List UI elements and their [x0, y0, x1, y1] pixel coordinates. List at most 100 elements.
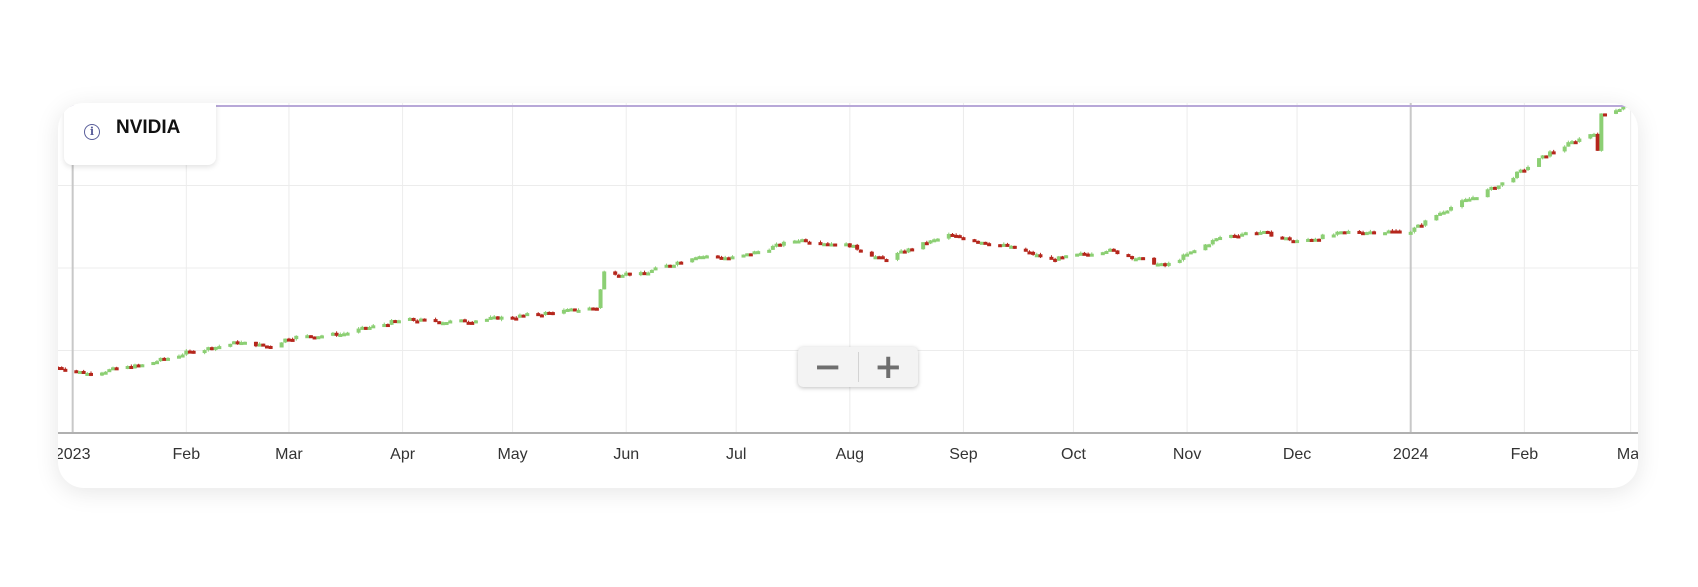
candle-body [741, 254, 746, 258]
candle-body [473, 320, 478, 324]
candle-body [825, 243, 830, 247]
candle-body [514, 317, 519, 321]
candle-body [1592, 133, 1597, 137]
candle-body [642, 272, 647, 276]
candle-body [979, 241, 984, 245]
x-tick-label: Jun [613, 446, 639, 463]
candle-body [59, 367, 64, 371]
candle-body [459, 319, 464, 323]
candle-body [521, 314, 526, 318]
candle-body [114, 367, 119, 371]
candle-body [1570, 141, 1575, 145]
candle-body [1203, 244, 1208, 251]
candle-body [1207, 244, 1212, 248]
candle-body [125, 366, 130, 370]
candle-body [330, 332, 335, 336]
candle-body [1537, 158, 1542, 167]
candle-body [1137, 257, 1142, 261]
candle-body [213, 346, 218, 350]
candle-body [550, 312, 555, 316]
candle-body [1562, 146, 1567, 152]
candle-body [261, 343, 266, 347]
legend-box[interactable]: i NVIDIA [64, 103, 216, 165]
candle-body [1313, 238, 1318, 242]
candle-body [1474, 197, 1479, 201]
candle-body [895, 252, 900, 260]
candle-body [1163, 263, 1168, 267]
upper-limit-line [58, 105, 1638, 107]
candle-body [690, 258, 695, 263]
candle-body [1005, 243, 1010, 247]
candle-body [910, 248, 915, 252]
candle-body [543, 311, 548, 315]
candle-body [1229, 234, 1234, 238]
candle-body [598, 289, 603, 308]
candle-body [1463, 199, 1468, 203]
candle-body [363, 326, 368, 330]
candle-body [594, 307, 599, 311]
candle-body [1573, 141, 1578, 145]
candle-body [286, 338, 291, 342]
candle-body [884, 259, 889, 263]
candle-body [1038, 254, 1043, 258]
info-icon[interactable]: i [84, 124, 100, 140]
candle-body [1496, 185, 1501, 189]
candle-body [1243, 232, 1248, 236]
candle-body [1265, 230, 1270, 234]
candle-body [382, 324, 387, 328]
candle-body [1185, 253, 1190, 257]
zoom-out-button[interactable]: − [813, 347, 843, 387]
candle-body [1335, 231, 1340, 235]
candle-body [312, 336, 317, 340]
candle-body [1177, 259, 1182, 263]
candle-body [305, 335, 310, 339]
candle-body [719, 256, 724, 260]
candle-body [873, 256, 878, 260]
candle-body [360, 326, 365, 330]
candle-body [268, 345, 273, 349]
x-tick-label: 2024 [1393, 446, 1429, 463]
candle-body [1397, 230, 1402, 234]
candle-body [470, 321, 475, 325]
candle-body [1115, 250, 1120, 255]
x-tick-label: Aug [836, 446, 864, 463]
zoom-in-button[interactable]: + [873, 347, 903, 387]
candle-body [1218, 237, 1223, 241]
candle-body [444, 322, 449, 326]
candle-body [1082, 252, 1087, 256]
candle-body [745, 253, 750, 257]
x-tick-label: Mar [275, 446, 303, 463]
candle-body [422, 318, 427, 322]
candle-body [525, 313, 530, 317]
candle-body [701, 256, 706, 260]
candle-body [627, 272, 632, 276]
candle-body [1075, 253, 1080, 257]
candle-body [58, 367, 60, 370]
candlestick-chart[interactable]: 2023 Feb Mar Apr May Jun Jul Aug Sep Oct Nov Dec 202… [58, 103, 1638, 488]
candle-body [1108, 248, 1113, 252]
candle-body [81, 370, 86, 374]
candle-body [356, 328, 361, 333]
candle-body [1551, 151, 1556, 155]
candle-body [294, 335, 299, 340]
candle-body [646, 272, 651, 276]
candle-body [847, 243, 852, 248]
candle-body [495, 316, 500, 320]
candle-body [1104, 251, 1109, 255]
candle-body [1577, 138, 1582, 142]
candle-body [1086, 253, 1091, 257]
candle-body [1031, 251, 1036, 255]
candle-body [492, 316, 497, 320]
candle-body [1419, 224, 1424, 228]
candle-body [822, 243, 827, 247]
candle-body [1166, 262, 1171, 266]
candle-body [1438, 212, 1443, 216]
candle-body [88, 372, 93, 376]
candle-body [1258, 231, 1263, 235]
candle-body [202, 350, 207, 354]
candle-body [844, 243, 849, 247]
candle-body [833, 243, 838, 247]
candle-body [957, 235, 962, 239]
chart-card: 2023 Feb Mar Apr May Jun Jul Aug Sep Oct Nov Dec 202… [58, 103, 1638, 488]
candle-body [1306, 238, 1311, 242]
